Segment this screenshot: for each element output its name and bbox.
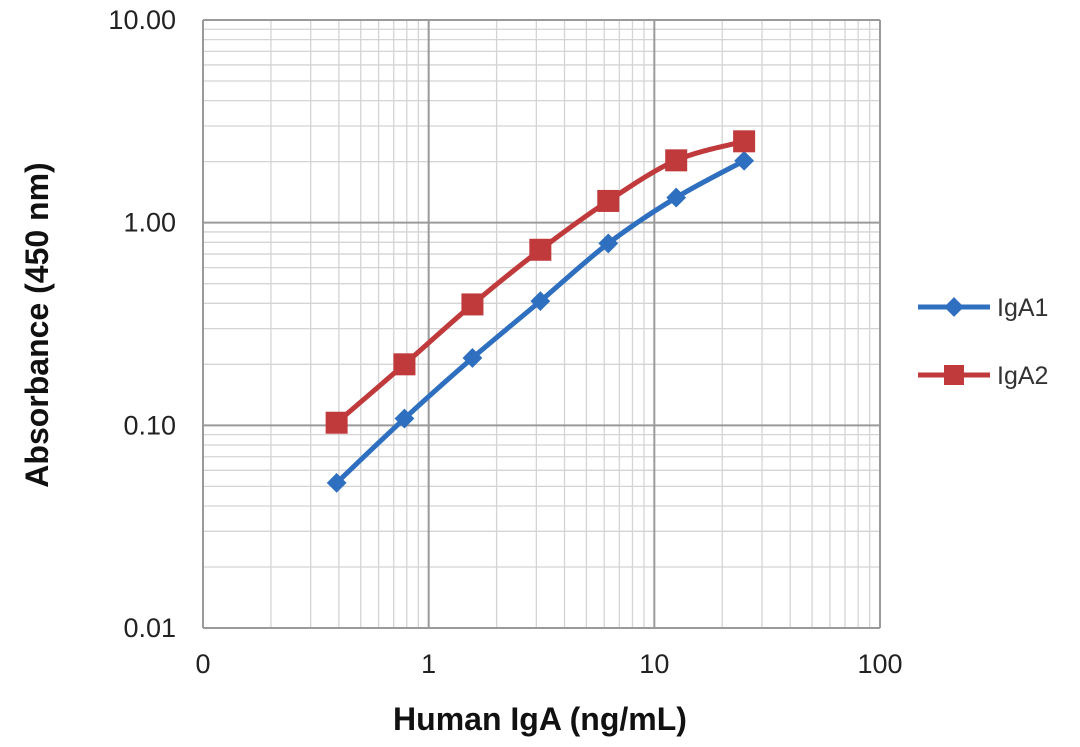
x-tick-label: 1 <box>421 649 436 679</box>
data-point-iga1 <box>734 150 755 171</box>
y-tick-labels: 0.01 0.10 1.00 10.00 <box>108 5 176 643</box>
legend-item-iga1: IgA1 <box>918 294 1048 322</box>
x-tick-label: 0 <box>195 649 210 679</box>
x-tick-label: 10 <box>639 649 669 679</box>
y-axis-title: Absorbance (450 nm) <box>19 162 55 487</box>
series-layer <box>325 130 756 493</box>
x-axis-title: Human IgA (ng/mL) <box>393 701 687 737</box>
series-line-iga2 <box>335 138 745 425</box>
legend-marker-iga2 <box>944 365 964 385</box>
legend-marker-iga1 <box>944 297 964 317</box>
data-point-iga2 <box>325 411 348 434</box>
data-point-iga1 <box>394 408 415 429</box>
y-tick-label: 1.00 <box>123 208 176 238</box>
grid-major <box>202 19 881 629</box>
data-point-iga2 <box>597 189 620 212</box>
data-point-iga2 <box>529 238 552 261</box>
data-point-iga1 <box>326 472 347 493</box>
y-tick-label: 0.01 <box>123 613 176 643</box>
data-point-iga2 <box>461 293 484 316</box>
data-point-iga2 <box>733 130 756 153</box>
legend: IgA1 IgA2 <box>918 294 1048 390</box>
data-point-iga1 <box>462 348 483 368</box>
legend-label-iga1: IgA1 <box>997 294 1048 322</box>
data-point-iga1 <box>530 291 551 312</box>
legend-label-iga2: IgA2 <box>997 362 1048 390</box>
x-tick-labels: 0 1 10 100 <box>195 649 902 679</box>
y-tick-label: 0.10 <box>123 410 176 440</box>
legend-item-iga2: IgA2 <box>918 362 1048 390</box>
y-tick-label: 10.00 <box>108 5 176 35</box>
data-point-iga2 <box>393 353 416 376</box>
grid-minor <box>203 20 880 628</box>
x-tick-label: 100 <box>857 649 902 679</box>
data-point-iga2 <box>665 149 688 172</box>
